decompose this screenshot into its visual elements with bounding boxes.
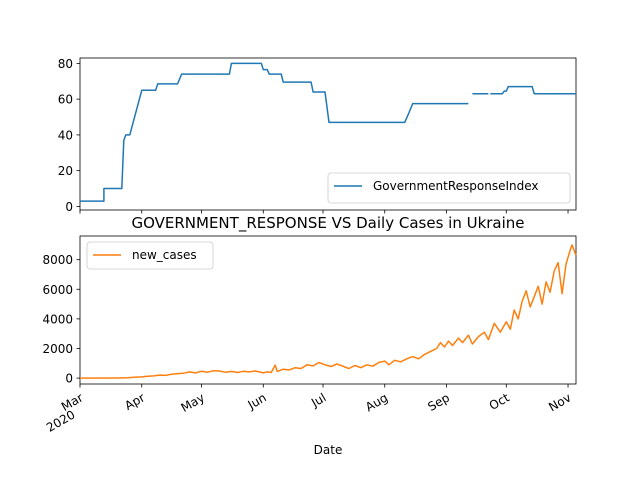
bottom-y-tick-label: 6000 xyxy=(42,283,73,297)
bottom-axes-frame xyxy=(79,235,577,385)
government-response-line-segment xyxy=(80,62,469,202)
x-tick-label: Jul xyxy=(308,390,328,410)
top-y-tick-label: 60 xyxy=(58,93,73,107)
top-y-tick-label: 0 xyxy=(65,200,73,214)
x-tick-label: Sep xyxy=(425,390,452,413)
bottom-legend-box xyxy=(86,241,214,270)
top-y-ticks: 0 20 40 60 80 xyxy=(58,57,80,214)
bottom-y-tick-label: 0 xyxy=(65,372,73,386)
x-tick-label: Jun xyxy=(245,390,269,412)
bottom-legend: new_cases xyxy=(86,241,214,270)
x-tick-sublabel: 2020 xyxy=(44,407,77,434)
top-legend-label: GovernmentResponseIndex xyxy=(373,179,539,193)
bottom-y-ticks: 0 2000 4000 6000 8000 xyxy=(42,253,80,386)
bottom-y-tick-label: 8000 xyxy=(42,253,73,267)
bottom-axes: GOVERNMENT_RESPONSE VS Daily Cases in Uk… xyxy=(42,214,577,457)
chart-title: GOVERNMENT_RESPONSE VS Daily Cases in Uk… xyxy=(131,214,524,233)
new-cases-line xyxy=(79,244,577,379)
x-tick-label: Oct xyxy=(487,390,512,413)
top-plot-lines xyxy=(80,62,576,202)
top-axes: 0 20 40 60 80 GovernmentResponseIndex xyxy=(58,57,577,214)
top-axes-frame xyxy=(79,57,577,211)
top-x-ticks xyxy=(79,210,569,214)
bottom-y-tick-label: 2000 xyxy=(42,342,73,356)
x-tick-label: Nov xyxy=(546,390,573,414)
bottom-legend-label: new_cases xyxy=(132,248,197,262)
top-y-tick-label: 80 xyxy=(58,57,73,71)
top-legend-box xyxy=(327,172,571,204)
bottom-plot-lines xyxy=(79,244,577,379)
x-tick-label: May xyxy=(179,390,207,415)
government-response-line-segment xyxy=(490,85,576,95)
top-y-tick-label: 20 xyxy=(58,164,73,178)
x-tick-label: Mar xyxy=(59,390,86,413)
top-legend: GovernmentResponseIndex xyxy=(327,172,571,204)
top-y-tick-label: 40 xyxy=(58,128,73,142)
bottom-y-tick-label: 4000 xyxy=(42,312,73,326)
x-tick-label: Apr xyxy=(122,390,147,413)
x-axis-label: Date xyxy=(314,443,343,457)
x-tick-label: Aug xyxy=(363,390,390,414)
